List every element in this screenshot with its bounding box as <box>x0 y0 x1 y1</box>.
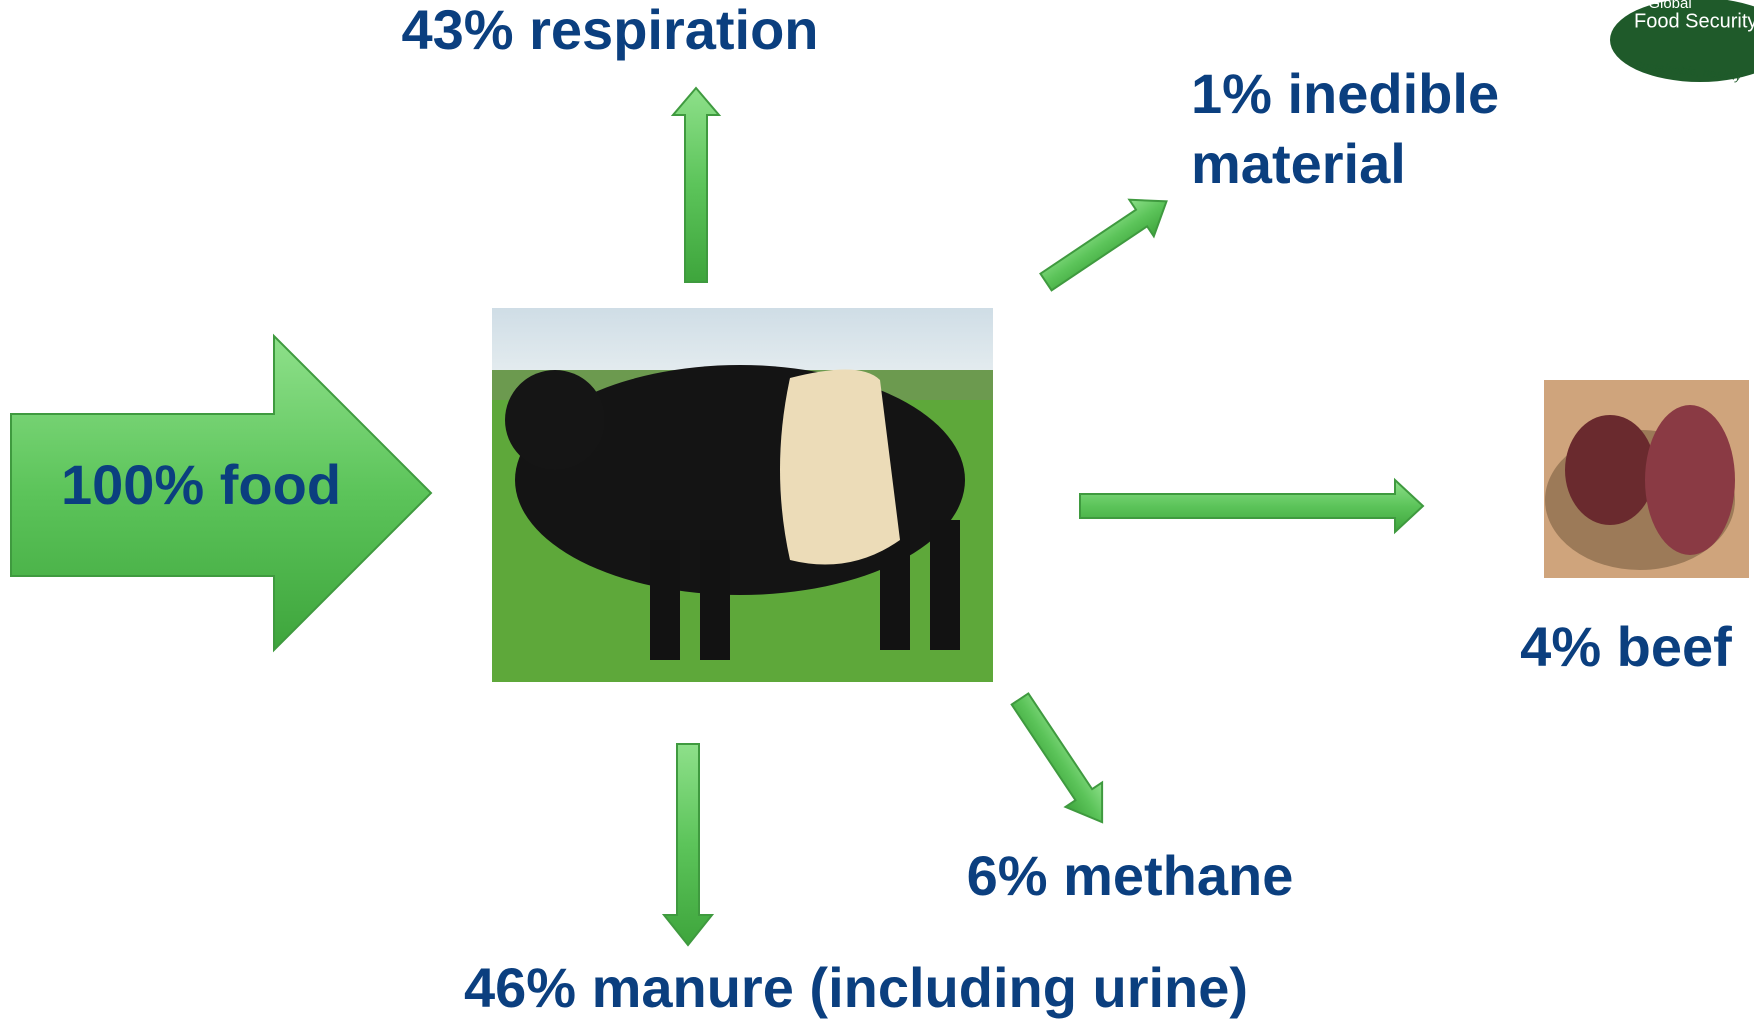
inedible-label-1: 1% inedible <box>1191 62 1499 125</box>
beef-photo <box>1544 380 1749 578</box>
methane-label: 6% methane <box>967 844 1294 907</box>
manure-arrow <box>664 744 712 945</box>
inedible-label-2: material <box>1191 132 1406 195</box>
logo-name: Food Security <box>1634 10 1754 32</box>
beef-arrow <box>1080 480 1423 532</box>
beef-label: 4% beef <box>1520 615 1732 678</box>
logo: Global Food Security Sustainable, health… <box>1610 0 1754 84</box>
food-label: 100% food <box>61 453 341 516</box>
manure-label: 46% manure (including urine) <box>464 956 1248 1019</box>
methane-arrow <box>1002 687 1121 835</box>
inedible-arrow <box>1034 183 1179 300</box>
respiration-arrow <box>673 88 719 282</box>
diagram: 100% food 43% respiration 1% inedible ma… <box>0 0 1754 1024</box>
respiration-label: 43% respiration <box>401 0 818 61</box>
cow-photo <box>492 308 993 682</box>
